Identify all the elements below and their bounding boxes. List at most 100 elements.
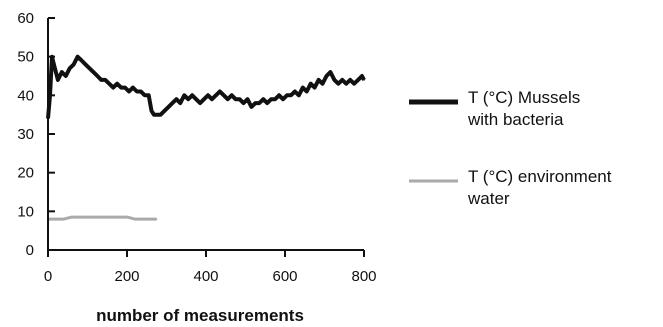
data-point-series-1 <box>274 98 276 100</box>
data-point-series-1 <box>76 55 79 58</box>
x-axis-title: number of measurements <box>96 306 304 325</box>
data-point-series-2 <box>110 216 112 218</box>
data-point-series-1 <box>187 98 189 100</box>
data-point-series-2 <box>118 216 120 218</box>
data-point-series-1 <box>313 86 316 89</box>
data-point-series-2 <box>102 216 105 218</box>
data-point-series-1 <box>136 90 138 93</box>
data-point-series-1 <box>258 102 261 104</box>
data-point-series-2 <box>78 216 81 218</box>
data-point-series-1 <box>61 71 63 73</box>
plot-area <box>46 54 366 221</box>
data-point-series-1 <box>223 94 225 97</box>
data-point-series-1 <box>321 82 324 85</box>
data-point-series-1 <box>57 79 59 81</box>
data-point-series-1 <box>363 79 365 81</box>
data-point-series-1 <box>353 82 355 85</box>
data-point-series-2 <box>155 218 158 220</box>
x-tick-label: 0 <box>44 268 52 285</box>
data-point-series-1 <box>108 82 110 85</box>
data-point-series-1 <box>147 94 150 97</box>
data-point-series-1 <box>159 113 162 116</box>
data-point-series-1 <box>262 98 265 100</box>
data-point-series-1 <box>128 90 130 93</box>
data-point-series-1 <box>68 67 71 70</box>
axes <box>47 18 364 251</box>
data-point-series-1 <box>238 98 241 100</box>
data-point-series-1 <box>341 79 344 81</box>
data-point-series-1 <box>278 94 280 97</box>
data-point-series-1 <box>329 71 332 73</box>
data-point-series-1 <box>100 79 103 81</box>
y-ticks: 0 10 20 30 40 50 60 <box>17 10 55 259</box>
data-point-series-1 <box>112 86 114 89</box>
data-point-series-1 <box>65 75 67 77</box>
data-point-series-1 <box>195 98 197 100</box>
x-tick-label: 800 <box>351 268 376 285</box>
data-point-series-1 <box>207 94 209 97</box>
data-point-series-1 <box>266 102 269 104</box>
data-point-series-1 <box>191 94 193 97</box>
data-point-series-1 <box>298 94 300 97</box>
data-point-series-1 <box>290 94 292 97</box>
data-point-series-1 <box>80 59 83 62</box>
data-point-series-1 <box>144 94 146 97</box>
data-point-series-1 <box>163 110 166 112</box>
data-point-series-1 <box>96 75 99 77</box>
data-point-series-2 <box>94 216 97 218</box>
data-point-series-1 <box>124 86 126 89</box>
data-point-series-1 <box>53 63 55 66</box>
data-point-series-1 <box>153 113 155 116</box>
data-point-series-1 <box>349 79 352 81</box>
data-point-series-2 <box>142 218 144 220</box>
x-tick-label: 200 <box>114 268 139 285</box>
data-point-series-1 <box>242 102 245 104</box>
data-point-series-1 <box>92 71 95 73</box>
data-point-series-1 <box>219 90 221 93</box>
data-point-series-1 <box>167 106 170 108</box>
data-point-series-1 <box>104 79 107 81</box>
data-point-series-1 <box>171 102 174 104</box>
y-tick-label: 40 <box>17 87 34 104</box>
y-tick-label: 20 <box>17 165 34 182</box>
data-point-series-1 <box>294 90 296 93</box>
data-point-series-1 <box>84 63 87 66</box>
data-point-series-1 <box>175 98 178 100</box>
data-point-series-1 <box>155 113 158 116</box>
legend-label-2: T (°C) environment water <box>467 167 612 208</box>
legend: T (°C) Mussels with bacteria T (°C) enviro… <box>409 88 612 208</box>
data-point-series-1 <box>246 98 249 100</box>
data-point-series-2 <box>63 218 65 220</box>
y-tick-label: 50 <box>17 49 34 66</box>
data-point-series-2 <box>55 218 57 220</box>
data-point-series-2 <box>149 218 152 220</box>
data-point-series-1 <box>183 94 186 97</box>
data-point-series-1 <box>150 110 153 112</box>
x-tick-label: 600 <box>272 268 297 285</box>
data-point-series-2 <box>70 216 73 218</box>
x-ticks: 0 200 400 600 800 <box>44 250 377 285</box>
data-point-series-1 <box>254 102 257 104</box>
data-point-series-1 <box>132 86 134 89</box>
data-point-series-1 <box>88 67 91 70</box>
data-point-series-1 <box>333 79 336 81</box>
data-point-series-1 <box>250 106 253 108</box>
y-tick-label: 60 <box>17 10 34 27</box>
data-point-series-1 <box>361 75 363 77</box>
data-point-series-1 <box>317 79 320 81</box>
data-point-series-2 <box>134 218 136 220</box>
data-point-series-1 <box>234 98 237 100</box>
data-point-series-1 <box>140 90 142 93</box>
data-point-series-1 <box>270 98 273 100</box>
data-point-series-1 <box>215 94 217 97</box>
data-point-series-1 <box>199 102 201 104</box>
data-point-series-1 <box>309 82 312 85</box>
y-tick-label: 10 <box>17 203 34 220</box>
data-point-series-1 <box>345 82 348 85</box>
data-point-series-1 <box>179 102 182 104</box>
data-point-series-2 <box>126 216 128 218</box>
data-point-series-1 <box>357 79 359 81</box>
data-point-series-1 <box>116 82 118 85</box>
y-tick-label: 30 <box>17 126 34 143</box>
